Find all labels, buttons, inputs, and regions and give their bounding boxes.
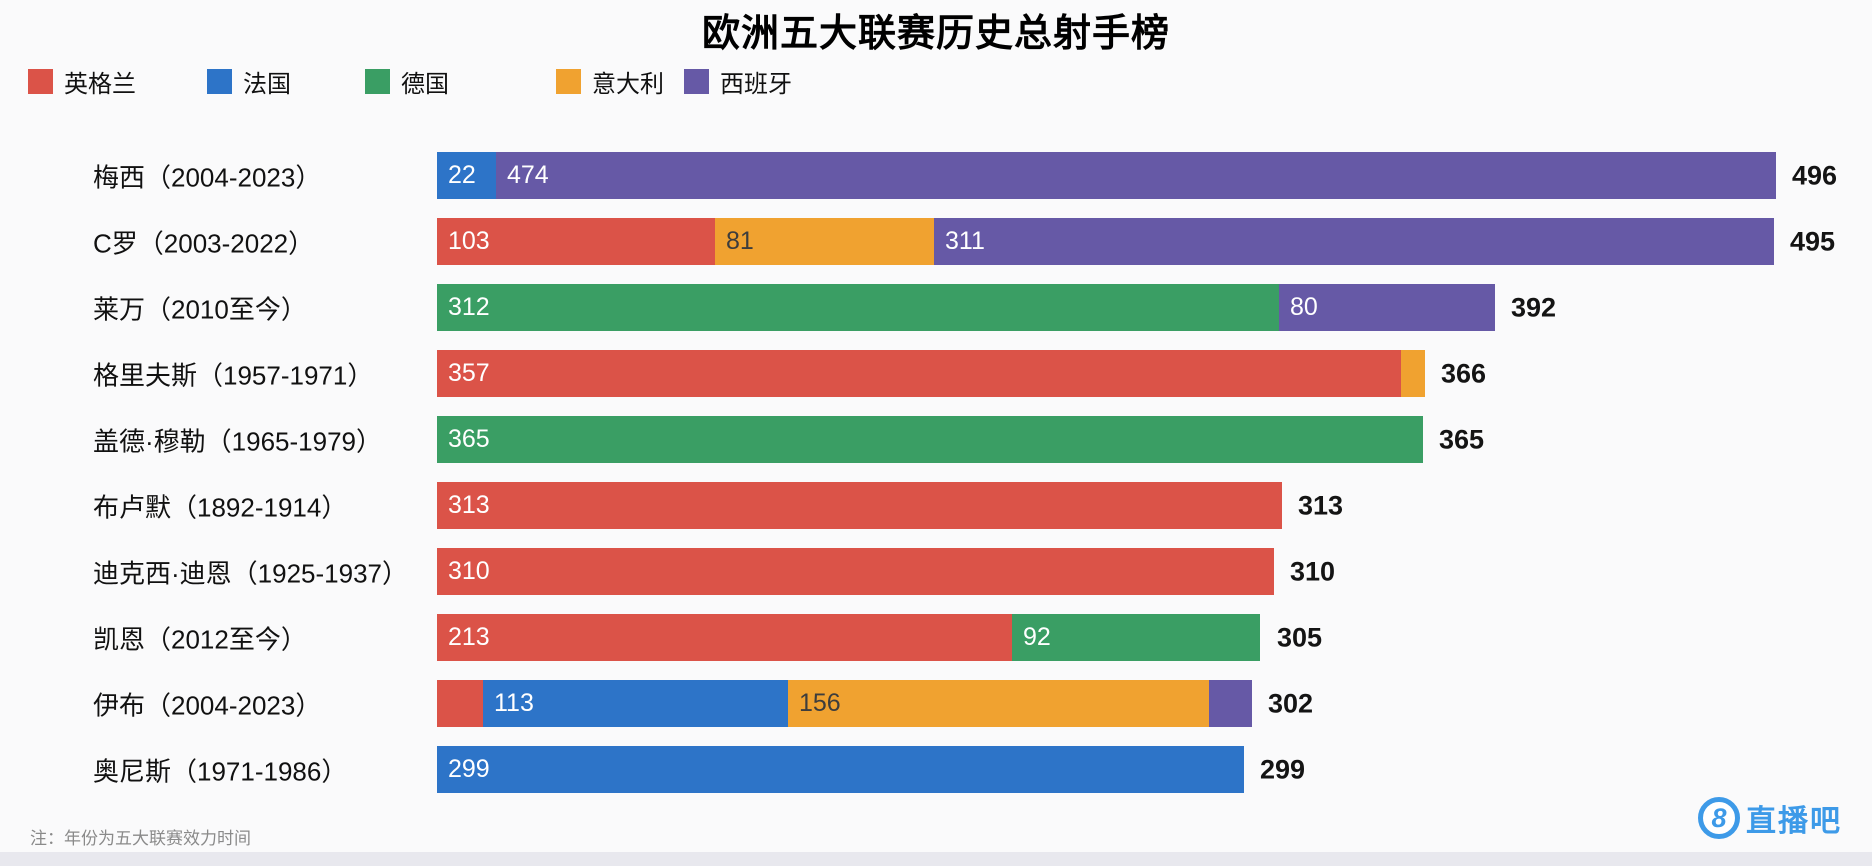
segment-value: 22	[448, 161, 476, 189]
legend-swatch-italy-icon	[556, 69, 581, 94]
legend-label: 意大利	[592, 71, 664, 98]
segment-value: 313	[448, 491, 490, 519]
bar-segment-england	[437, 680, 483, 727]
stacked-bar: 312 80	[437, 284, 1495, 331]
legend-swatch-spain-icon	[684, 69, 709, 94]
segment-value: 81	[726, 227, 754, 255]
legend-swatch-england-icon	[28, 69, 53, 94]
player-label: 梅西（2004-2023）	[93, 162, 322, 192]
player-label: 奥尼斯（1971-1986）	[93, 756, 348, 786]
stacked-bar: 103 81 311	[437, 218, 1774, 265]
legend-item-england: 英格兰	[28, 64, 136, 99]
legend-label: 法国	[243, 71, 291, 98]
bar-segment-england: 357	[437, 350, 1401, 397]
segment-value: 357	[448, 359, 490, 387]
chart-row: 迪克西·迪恩（1925-1937） 310 310	[0, 548, 1872, 595]
total-value: 496	[1792, 160, 1838, 190]
segment-value: 311	[945, 227, 985, 255]
stacked-bar: 313	[437, 482, 1282, 529]
stacked-bar: 213 92	[437, 614, 1260, 661]
segment-value: 312	[448, 293, 490, 321]
legend-item-spain: 西班牙	[684, 64, 792, 99]
total-value: 313	[1298, 490, 1344, 520]
chart-row: 伊布（2004-2023） 113 156 302	[0, 680, 1872, 727]
player-label: 凯恩（2012至今）	[93, 624, 307, 654]
segment-value: 113	[494, 689, 534, 717]
watermark-text: 直播吧	[1746, 805, 1842, 838]
stacked-bar: 310	[437, 548, 1274, 595]
player-label: 莱万（2010至今）	[93, 294, 307, 324]
chart-row: 凯恩（2012至今） 213 92 305	[0, 614, 1872, 661]
bar-segment-italy: 81	[715, 218, 934, 265]
player-label: 盖德·穆勒（1965-1979）	[93, 426, 382, 456]
segment-value: 213	[448, 623, 490, 651]
segment-value: 156	[799, 689, 841, 717]
chart-row: 奥尼斯（1971-1986） 299 299	[0, 746, 1872, 793]
bar-segment-italy	[1401, 350, 1425, 397]
bar-segment-germany: 312	[437, 284, 1279, 331]
total-value: 310	[1290, 556, 1336, 586]
chart-row: 莱万（2010至今） 312 80 392	[0, 284, 1872, 331]
footnote: 注：年份为五大联赛效力时间	[30, 829, 251, 848]
total-value: 302	[1268, 688, 1314, 718]
legend-swatch-germany-icon	[365, 69, 390, 94]
player-label: 迪克西·迪恩（1925-1937）	[93, 558, 408, 588]
bar-segment-germany: 365	[437, 416, 1423, 463]
legend: 英格兰 法国 德国 意大利 西班牙	[0, 64, 1872, 98]
total-value: 495	[1790, 226, 1836, 256]
bar-segment-spain: 311	[934, 218, 1774, 265]
bar-segment-germany: 92	[1012, 614, 1260, 661]
stacked-bar: 299	[437, 746, 1244, 793]
segment-value: 92	[1023, 623, 1051, 651]
legend-item-italy: 意大利	[556, 64, 664, 99]
chart-row: C罗（2003-2022） 103 81 311 495	[0, 218, 1872, 265]
total-value: 366	[1441, 358, 1487, 388]
chart-row: 格里夫斯（1957-1971） 357 366	[0, 350, 1872, 397]
total-value: 305	[1277, 622, 1323, 652]
stacked-bar: 357	[437, 350, 1425, 397]
bar-segment-england: 313	[437, 482, 1282, 529]
legend-label: 西班牙	[720, 71, 792, 98]
chart-row: 梅西（2004-2023） 22 474 496	[0, 152, 1872, 199]
bar-segment-spain: 80	[1279, 284, 1495, 331]
segment-value: 310	[448, 557, 490, 585]
total-value: 299	[1260, 754, 1306, 784]
chart-row: 盖德·穆勒（1965-1979） 365 365	[0, 416, 1872, 463]
stacked-bar: 365	[437, 416, 1423, 463]
segment-value: 365	[448, 425, 490, 453]
player-label: 伊布（2004-2023）	[93, 690, 322, 720]
bar-segment-france: 299	[437, 746, 1244, 793]
legend-item-france: 法国	[207, 64, 291, 99]
total-value: 365	[1439, 424, 1485, 454]
segment-value: 474	[507, 161, 549, 189]
bar-segment-spain	[1209, 680, 1252, 727]
bar-segment-france: 22	[437, 152, 496, 199]
segment-value: 103	[448, 227, 490, 255]
total-value: 392	[1511, 292, 1557, 322]
legend-label: 英格兰	[64, 71, 136, 98]
bar-segment-spain: 474	[496, 152, 1776, 199]
segment-value: 299	[448, 755, 490, 783]
legend-item-germany: 德国	[365, 64, 449, 99]
legend-label: 德国	[401, 71, 449, 98]
bar-segment-england: 310	[437, 548, 1274, 595]
stacked-bar: 22 474	[437, 152, 1776, 199]
footer-strip	[0, 852, 1872, 866]
bar-segment-england: 213	[437, 614, 1012, 661]
watermark-logo: 8 直播吧	[1698, 796, 1842, 840]
player-label: C罗（2003-2022）	[93, 228, 315, 258]
player-label: 布卢默（1892-1914）	[93, 492, 348, 522]
chart-row: 布卢默（1892-1914） 313 313	[0, 482, 1872, 529]
chart-title: 欧洲五大联赛历史总射手榜	[701, 13, 1170, 55]
stacked-bar: 113 156	[437, 680, 1252, 727]
bar-segment-france: 113	[483, 680, 788, 727]
bar-segment-italy: 156	[788, 680, 1209, 727]
player-label: 格里夫斯（1957-1971）	[93, 360, 374, 390]
segment-value: 80	[1290, 293, 1318, 321]
legend-swatch-france-icon	[207, 69, 232, 94]
bar-segment-england: 103	[437, 218, 715, 265]
zhibo8-badge-icon: 8	[1698, 797, 1740, 839]
